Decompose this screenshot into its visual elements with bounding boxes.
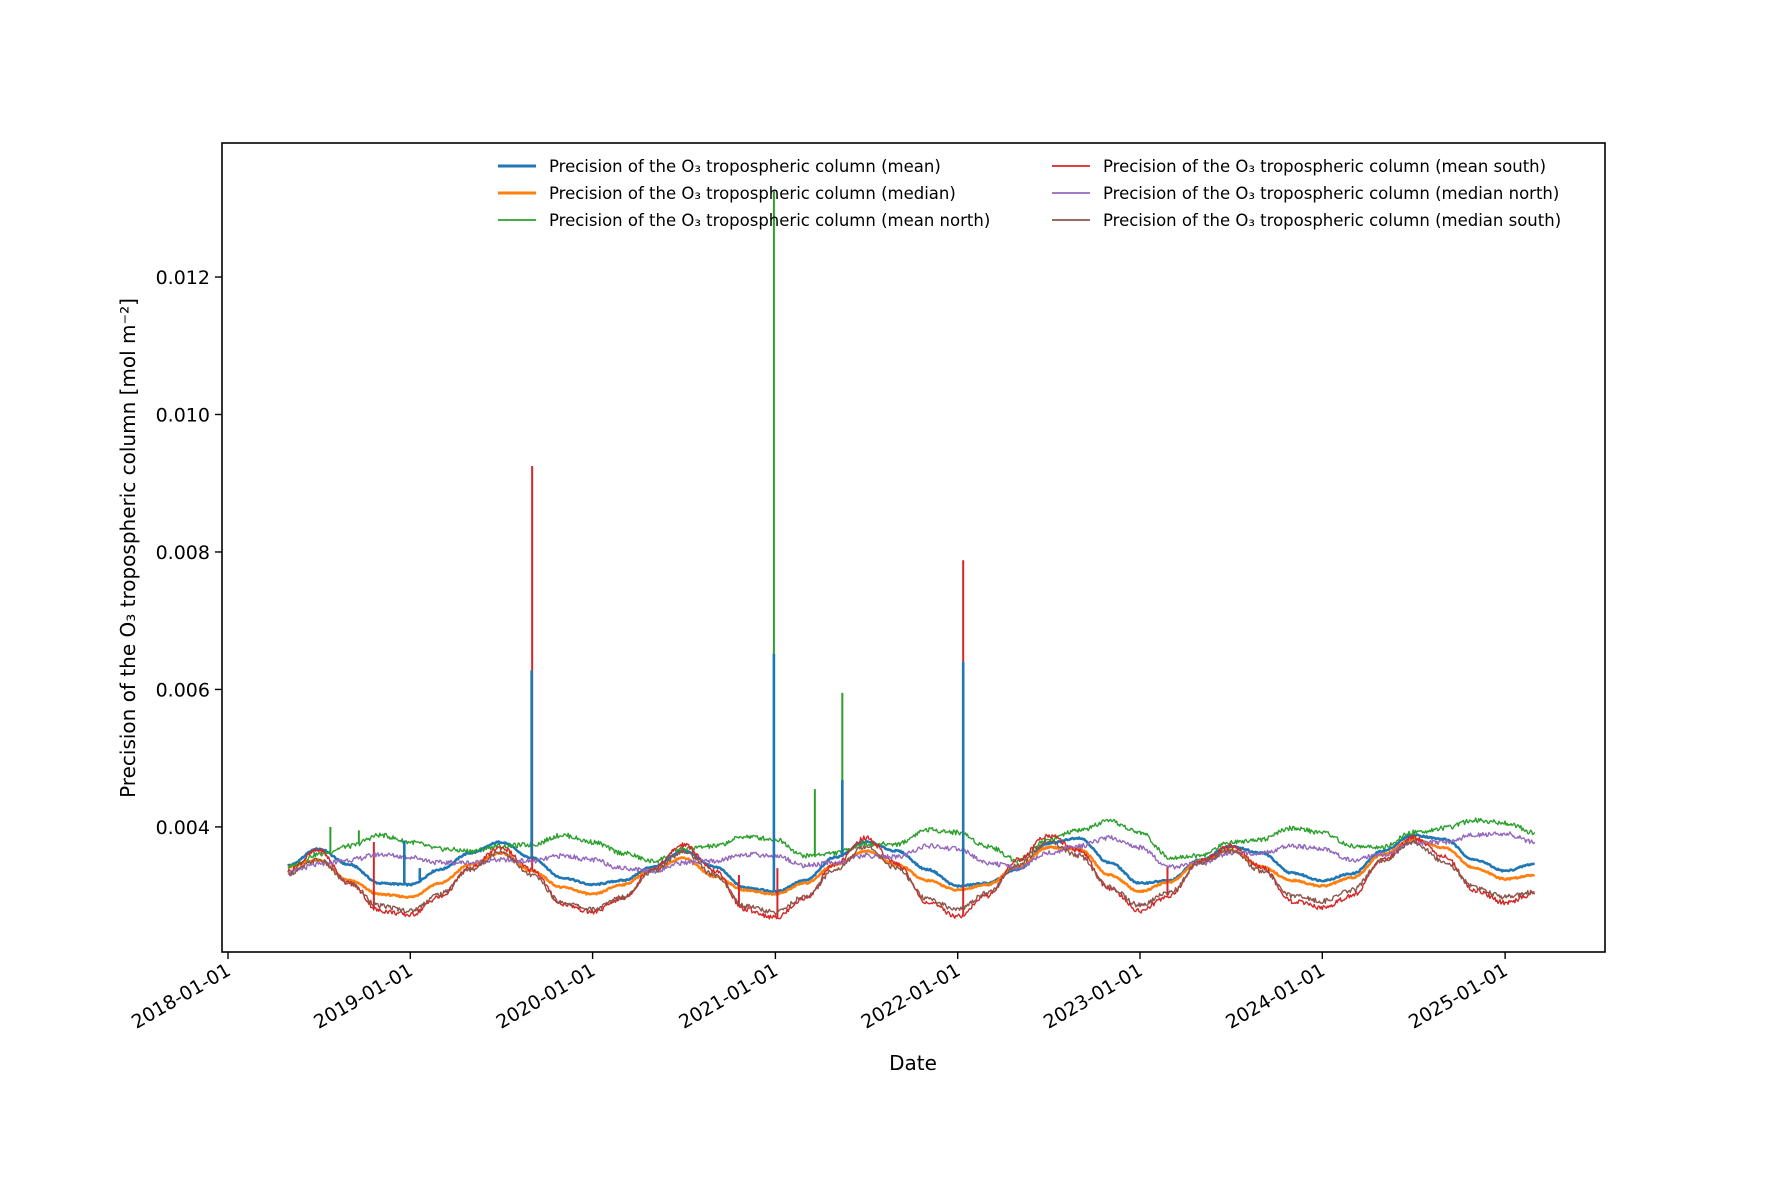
y-axis: 0.004 0.006 0.008 0.010 0.012 <box>156 267 222 839</box>
x-axis-label: Date <box>889 1051 937 1075</box>
y-tick-label-2: 0.006 <box>156 679 210 701</box>
legend: Precision of the O₃ tropospheric column … <box>498 157 1561 230</box>
series-line-3 <box>287 817 1536 869</box>
series-line-1 <box>287 833 1535 894</box>
y-tick-label-5: 0.012 <box>156 267 210 289</box>
y-tick-label-4: 0.010 <box>156 404 210 426</box>
legend-label-1: Precision of the O₃ tropospheric column … <box>549 157 941 176</box>
y-axis-label: Precision of the O₃ tropospheric column … <box>116 298 140 798</box>
series-line-6 <box>287 839 1535 916</box>
legend-label-5: Precision of the O₃ tropospheric column … <box>1103 184 1559 203</box>
legend-label-4: Precision of the O₃ tropospheric column … <box>1103 157 1546 176</box>
y-tick-label-3: 0.008 <box>156 542 210 564</box>
series-line-2 <box>287 837 1535 899</box>
legend-label-6: Precision of the O₃ tropospheric column … <box>1103 211 1561 230</box>
legend-label-2: Precision of the O₃ tropospheric column … <box>549 184 956 203</box>
legend-label-3: Precision of the O₃ tropospheric column … <box>549 211 990 230</box>
series-line-5 <box>287 831 1536 876</box>
plot-lines <box>287 191 1536 920</box>
plot-frame <box>221 142 1606 953</box>
y-tick-label-1: 0.004 <box>156 817 210 839</box>
